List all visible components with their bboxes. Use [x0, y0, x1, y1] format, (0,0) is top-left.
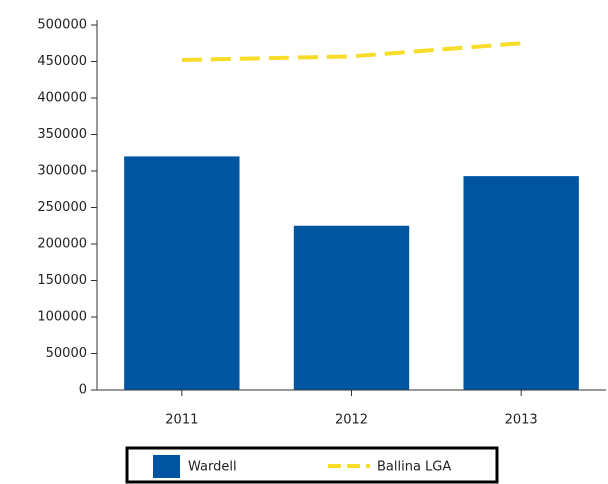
x-tick-label: 2011 — [165, 413, 198, 428]
x-tick-label: 2013 — [505, 413, 538, 428]
y-tick-label: 200000 — [37, 237, 87, 252]
y-tick-label: 300000 — [37, 164, 87, 179]
line — [181, 41, 522, 63]
y-tick-label: 250000 — [37, 200, 87, 215]
y-tick-label: 400000 — [37, 91, 87, 106]
legend-swatch — [153, 455, 180, 478]
y-tick-label: 350000 — [37, 127, 87, 142]
y-tick-label: 0 — [79, 383, 87, 398]
y-tick-label: 450000 — [37, 54, 87, 69]
y-tick-label: 50000 — [46, 346, 87, 361]
bar — [293, 225, 410, 390]
legend-label: Wardell — [188, 460, 237, 475]
legend-box — [125, 446, 499, 484]
y-tick-label: 150000 — [37, 273, 87, 288]
bar — [463, 176, 579, 390]
y-tick-label: 500000 — [37, 18, 87, 33]
x-tick-label: 2012 — [335, 413, 368, 428]
legend-label: Ballina LGA — [377, 460, 451, 475]
y-tick-label: 100000 — [37, 310, 87, 325]
bar — [124, 156, 240, 390]
